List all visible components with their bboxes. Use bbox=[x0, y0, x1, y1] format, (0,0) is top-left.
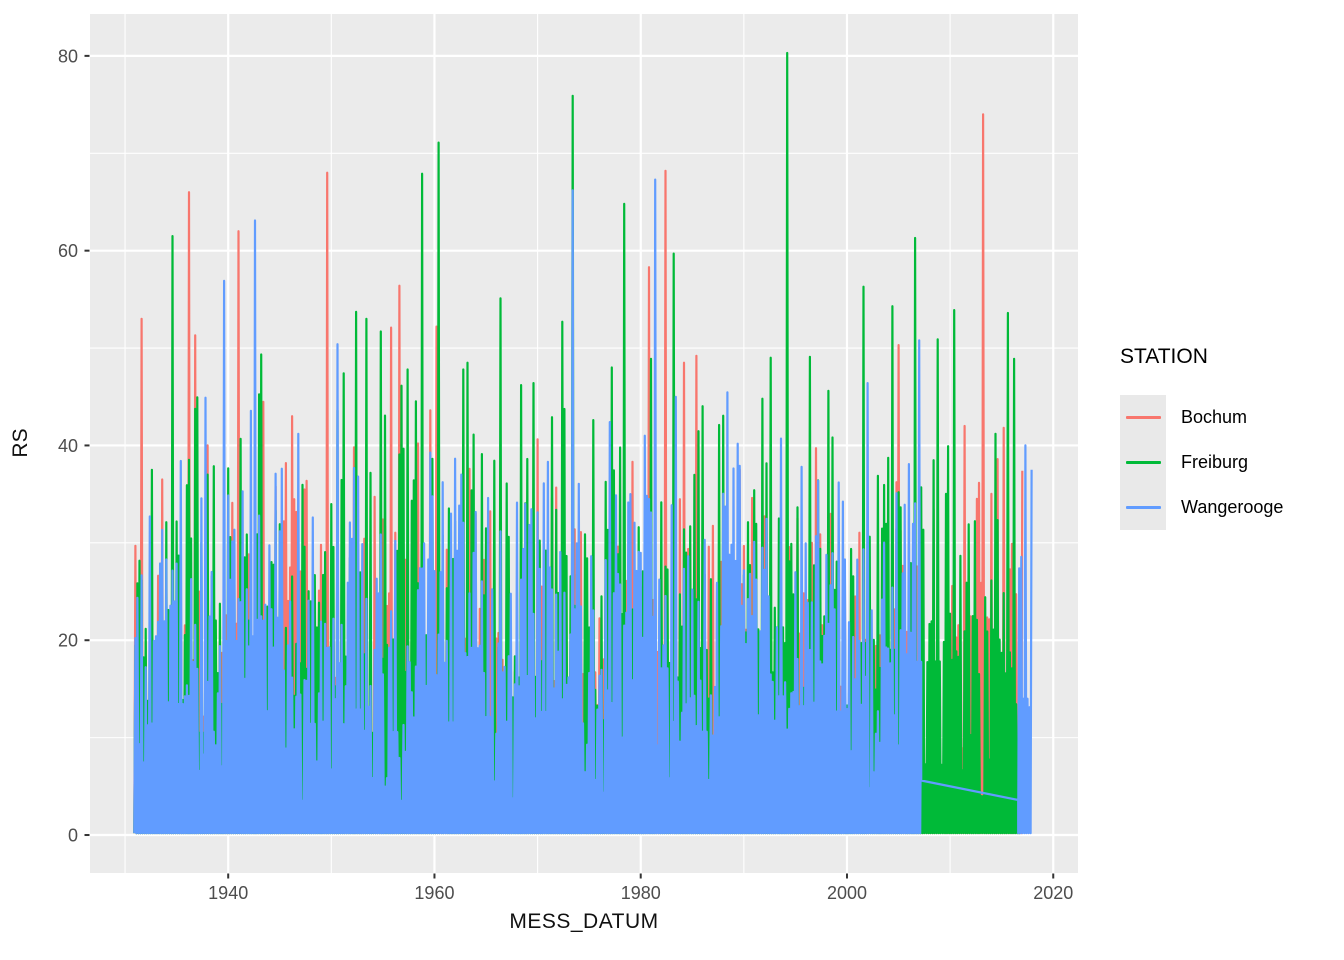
bochum-swatch-line-icon bbox=[1125, 416, 1161, 419]
wangerooge-swatch-line-icon bbox=[1125, 506, 1161, 509]
data-layer bbox=[133, 51, 1033, 835]
legend-label-freiburg: Freiburg bbox=[1181, 452, 1249, 472]
y-tick-label: 60 bbox=[58, 241, 78, 261]
legend-label-wangerooge: Wangerooge bbox=[1181, 497, 1284, 517]
y-tick-label: 80 bbox=[58, 46, 78, 66]
legend-entry-wangerooge: Wangerooge bbox=[1120, 485, 1283, 530]
freiburg-swatch-line-icon bbox=[1125, 461, 1161, 464]
freiburg-line-swatch bbox=[1120, 440, 1166, 485]
y-tick-label: 20 bbox=[58, 631, 78, 651]
x-tick-label: 1980 bbox=[621, 883, 661, 903]
legend-entry-bochum: Bochum bbox=[1120, 395, 1283, 440]
bochum-line-swatch bbox=[1120, 395, 1166, 440]
wangerooge-line-swatch bbox=[1120, 485, 1166, 530]
x-tick-label: 1940 bbox=[208, 883, 248, 903]
legend-entry-freiburg: Freiburg bbox=[1120, 440, 1283, 485]
x-tick-label: 2000 bbox=[827, 883, 867, 903]
legend-label-bochum: Bochum bbox=[1181, 407, 1248, 427]
legend: STATION Bochum Freiburg Wangerooge bbox=[1120, 345, 1283, 530]
series-path-wangerooge bbox=[133, 178, 1033, 835]
y-tick-label: 40 bbox=[58, 436, 78, 456]
x-tick-label: 1960 bbox=[414, 883, 454, 903]
legend-keys: Bochum Freiburg Wangerooge bbox=[1120, 395, 1283, 530]
y-axis-title: RS bbox=[9, 428, 32, 458]
x-tick-label: 2020 bbox=[1033, 883, 1073, 903]
x-axis-title: MESS_DATUM bbox=[509, 910, 659, 933]
y-tick-label: 0 bbox=[68, 826, 78, 846]
legend-title: STATION bbox=[1120, 345, 1208, 368]
